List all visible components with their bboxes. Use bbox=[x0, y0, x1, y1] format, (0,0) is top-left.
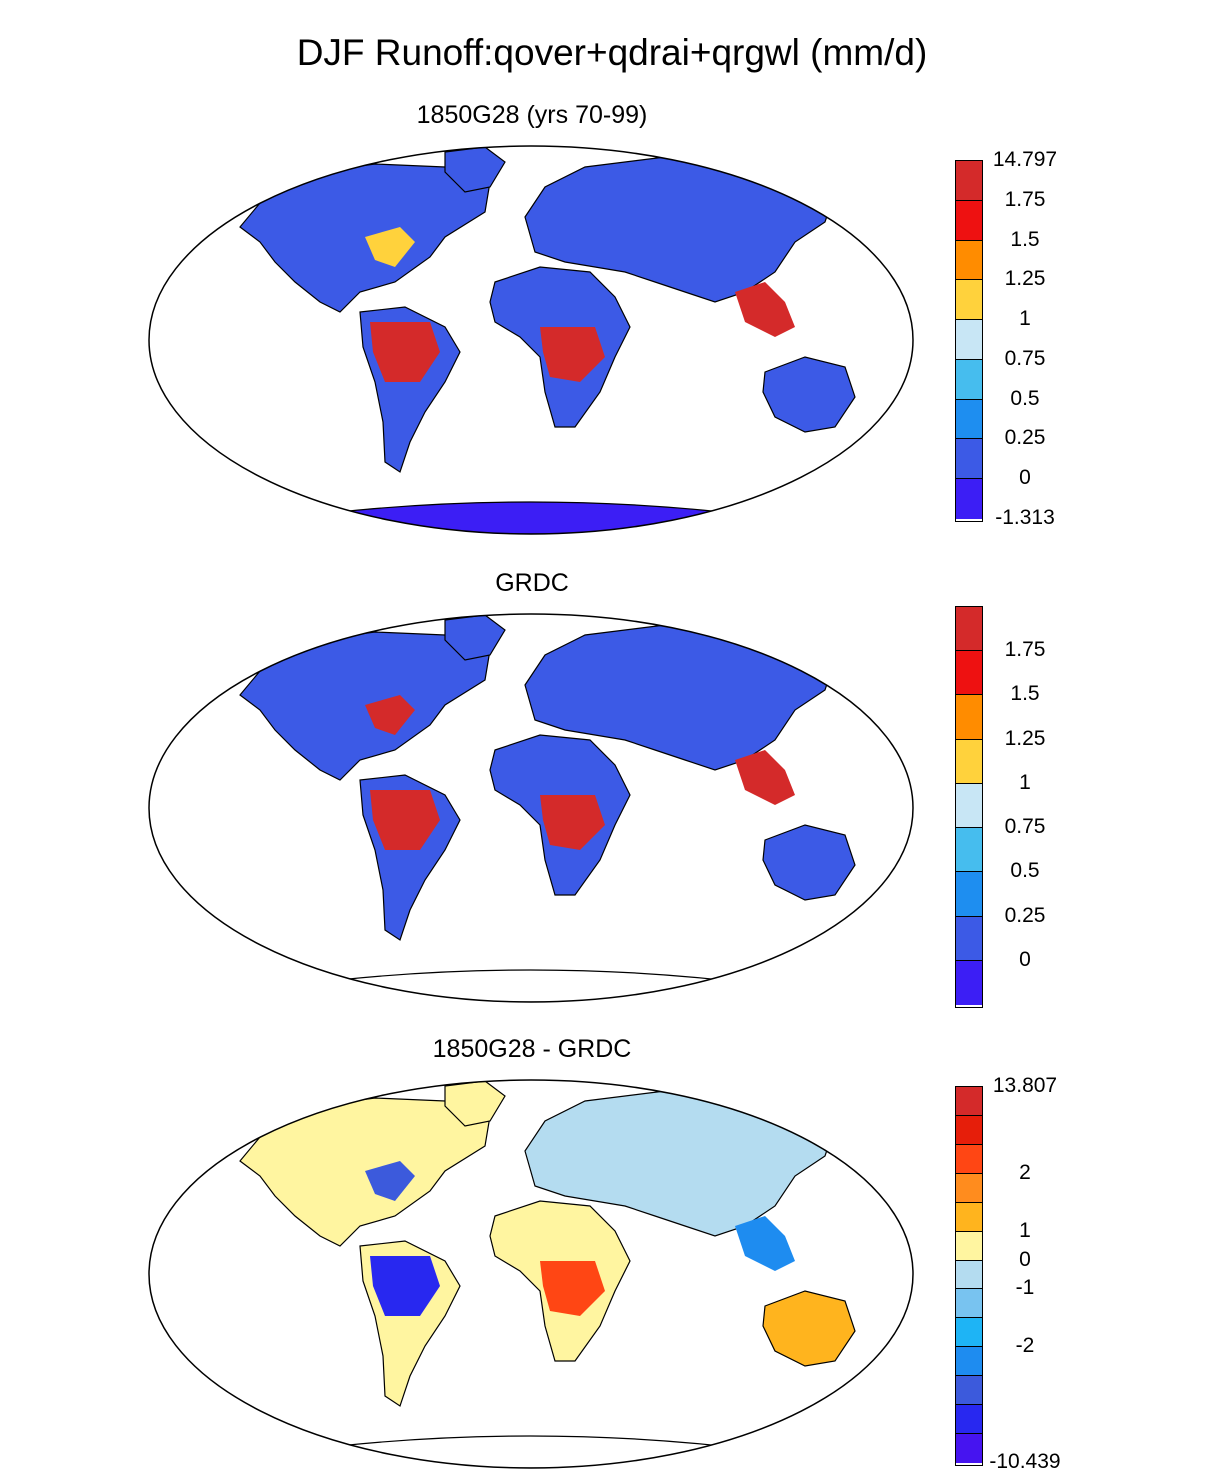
colorbar-segment bbox=[956, 783, 982, 829]
colorbar-segment bbox=[956, 607, 982, 652]
colorbar-tick-label: -10.439 bbox=[989, 1450, 1061, 1473]
colorbar-segment bbox=[956, 1144, 982, 1174]
colorbar-labels: 14.797 1.75 1.5 1.25 1 0.75 0.5 0.25 0 -1.313 bbox=[985, 149, 1085, 529]
region-amazon bbox=[370, 1256, 440, 1316]
map-frame bbox=[148, 1079, 914, 1469]
world-map bbox=[148, 1079, 914, 1469]
region-congo bbox=[540, 1261, 605, 1316]
colorbar-segment bbox=[956, 1434, 982, 1463]
colorbar-segment bbox=[956, 399, 982, 440]
colorbar-segment bbox=[956, 200, 982, 241]
colorbar-segment bbox=[956, 280, 982, 321]
world-map bbox=[148, 145, 914, 535]
colorbar-segment bbox=[956, 695, 982, 740]
region-antarctica bbox=[293, 501, 767, 534]
colorbar bbox=[955, 1086, 983, 1466]
colorbar-tick-label: 1.25 bbox=[1004, 726, 1046, 750]
region-se-asia bbox=[735, 1216, 795, 1271]
region-australia bbox=[762, 356, 856, 433]
colorbar-tick-label: 14.797 bbox=[992, 148, 1058, 171]
colorbar-segment bbox=[956, 1087, 982, 1116]
colorbar-tick-label: 1 bbox=[1019, 1218, 1031, 1242]
colorbar-tick-label: 0.25 bbox=[1004, 903, 1046, 927]
colorbar-segment bbox=[956, 359, 982, 400]
region-amazon bbox=[370, 790, 440, 850]
colorbar-tick-label: -2 bbox=[1015, 1334, 1035, 1358]
region-antarctica bbox=[293, 1435, 767, 1468]
colorbar-segment bbox=[956, 739, 982, 784]
colorbar-tick-label: -1 bbox=[1015, 1276, 1035, 1300]
colorbar-tick-label: -1.313 bbox=[995, 506, 1055, 529]
region-us-east bbox=[365, 227, 415, 267]
colorbar-segment bbox=[956, 240, 982, 281]
figure-title: DJF Runoff:qover+qdrai+qrgwl (mm/d) bbox=[296, 32, 928, 73]
colorbar-tick-label: 1.25 bbox=[1004, 267, 1046, 291]
colorbar-tick-label: 0.5 bbox=[1010, 859, 1040, 883]
colorbar-segment bbox=[956, 960, 982, 1005]
region-se-asia bbox=[735, 282, 795, 337]
colorbar-tick-label: 0 bbox=[1019, 1247, 1031, 1271]
colorbar-segment bbox=[956, 1347, 982, 1377]
region-north-america bbox=[239, 163, 491, 313]
colorbar-segment bbox=[956, 1260, 982, 1290]
region-amazon bbox=[370, 322, 440, 382]
colorbar-tick-label: 1.75 bbox=[1004, 187, 1046, 211]
colorbar-tick-label: 1.5 bbox=[1010, 227, 1040, 251]
colorbar-tick-label: 0 bbox=[1019, 947, 1031, 971]
colorbar-tick-label: 0.75 bbox=[1004, 815, 1046, 839]
colorbar-segment bbox=[956, 1405, 982, 1435]
panel-title: 1850G28 (yrs 70-99) bbox=[416, 101, 648, 129]
world-map bbox=[148, 613, 914, 1003]
colorbar-segment bbox=[956, 320, 982, 360]
colorbar-tick-label: 0 bbox=[1019, 466, 1031, 490]
colorbar-segment bbox=[956, 161, 982, 201]
colorbar-tick-label: 13.807 bbox=[992, 1074, 1058, 1097]
region-north-america bbox=[239, 1097, 491, 1247]
colorbar-tick-label: 1 bbox=[1019, 307, 1031, 331]
region-north-america bbox=[239, 631, 491, 781]
colorbar-tick-label: 0.5 bbox=[1010, 386, 1040, 410]
region-antarctica bbox=[293, 969, 767, 1002]
colorbar-segment bbox=[956, 916, 982, 961]
colorbar-tick-label: 1.75 bbox=[1004, 638, 1046, 662]
panel-title: GRDC bbox=[495, 569, 569, 597]
colorbar-segment bbox=[956, 439, 982, 480]
colorbar-labels: 13.807 2 1 0 -1 -2 -10.439 bbox=[985, 1075, 1085, 1473]
map-frame bbox=[148, 145, 914, 535]
colorbar-tick-label: 0.25 bbox=[1004, 426, 1046, 450]
region-se-asia bbox=[735, 750, 795, 805]
colorbar-tick-label: 1.5 bbox=[1010, 682, 1040, 706]
region-congo bbox=[540, 795, 605, 850]
colorbar-tick-label: 0.75 bbox=[1004, 346, 1046, 370]
colorbar-tick-label: 2 bbox=[1019, 1160, 1031, 1184]
map-frame bbox=[148, 613, 914, 1003]
region-australia bbox=[762, 1290, 856, 1367]
colorbar-segment bbox=[956, 1202, 982, 1232]
colorbar-segment bbox=[956, 1289, 982, 1319]
colorbar-segment bbox=[956, 828, 982, 873]
panel-title: 1850G28 - GRDC bbox=[432, 1035, 632, 1063]
colorbar-tick-label: 1 bbox=[1019, 770, 1031, 794]
colorbar bbox=[955, 160, 983, 522]
colorbar-segment bbox=[956, 872, 982, 917]
colorbar-labels: 1.75 1.5 1.25 1 0.75 0.5 0.25 0 bbox=[985, 606, 1085, 1008]
region-australia bbox=[762, 824, 856, 901]
colorbar-segment bbox=[956, 1318, 982, 1348]
colorbar-segment bbox=[956, 1115, 982, 1145]
colorbar-segment bbox=[956, 479, 982, 519]
colorbar bbox=[955, 606, 983, 1008]
colorbar-segment bbox=[956, 1173, 982, 1203]
region-us-east bbox=[365, 1161, 415, 1201]
colorbar-segment bbox=[956, 1231, 982, 1261]
region-us-east bbox=[365, 695, 415, 735]
region-congo bbox=[540, 327, 605, 382]
colorbar-segment bbox=[956, 651, 982, 696]
colorbar-segment bbox=[956, 1376, 982, 1406]
